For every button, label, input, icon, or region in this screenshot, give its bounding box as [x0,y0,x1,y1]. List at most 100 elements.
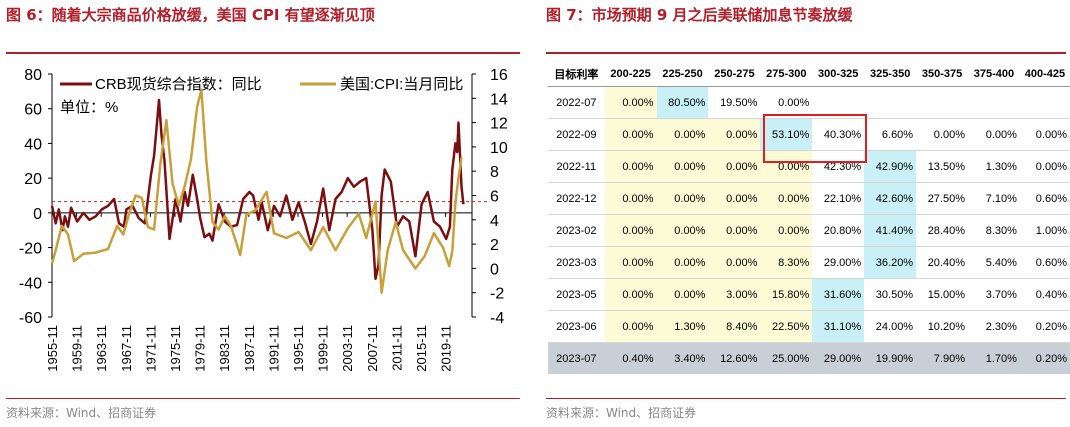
prob-cell: 0.00% [604,118,657,151]
prob-cell [864,86,917,119]
prob-cell: 29.00% [812,342,865,374]
x-tick-label: 1999-11 [316,325,331,372]
legend-cpi-label: 美国:CPI:当月同比 [340,76,463,93]
x-tick-label: 1979-11 [193,325,208,372]
prob-cell: 0.60% [1019,246,1070,279]
prob-cell: 36.20% [864,246,917,279]
prob-cell: 30.50% [864,278,917,311]
x-tick-label: 1955-11 [45,325,60,372]
fig7-top-rule [546,52,1066,54]
prob-cell: 28.40% [916,214,968,247]
prob-cell: 0.00% [604,182,657,215]
fig7-source: 资料来源：Wind、招商证券 [546,406,697,420]
prob-cell: 0.00% [656,246,709,279]
prob-cell: 1.00% [1019,214,1070,247]
fig6-source: 资料来源：Wind、招商证券 [6,406,157,420]
left-tick-label: 80 [24,67,42,84]
column-header: 275-300 [760,62,813,87]
x-tick-label: 2007-11 [365,325,380,372]
prob-cell: 7.10% [968,182,1020,215]
column-header: 350-375 [916,62,968,87]
right-tick-label: 2 [490,237,499,254]
prob-cell [1019,86,1070,119]
prob-cell: 2.30% [968,310,1020,343]
x-tick-label: 1995-11 [291,325,306,372]
prob-cell: 1.70% [968,342,1020,374]
row-label: 2022-09 [548,118,605,151]
row-label: 2022-07 [548,86,605,119]
row-label: 2022-12 [548,182,605,215]
x-tick-label: 1967-11 [119,325,134,372]
prob-cell: 8.40% [708,310,761,343]
prob-cell: 40.30% [812,118,865,151]
prob-cell: 0.00% [604,86,657,119]
prob-cell: 31.60% [812,278,865,311]
column-header: 250-275 [708,62,761,87]
fed-rate-probability-table: 目标利率 200-225 225-250 250-275 275-300 300-325 3… [548,62,1070,374]
prob-cell: 0.00% [916,118,968,151]
right-tick-label: 0 [490,261,499,278]
crb-yoy-line [50,98,465,281]
fig6-bottom-rule [6,398,520,399]
x-tick-label: 2003-11 [340,325,355,372]
prob-cell: 24.00% [864,310,917,343]
column-header: 400-425 [1019,62,1070,87]
prob-cell: 29.00% [812,246,865,279]
prob-cell: 13.50% [916,150,968,183]
prob-cell: 42.60% [864,182,917,215]
prob-cell: 0.20% [1019,310,1070,343]
prob-cell: 0.00% [708,118,761,151]
fig6-title: 图 6：随着大宗商品价格放缓，美国 CPI 有望逐渐见顶 [6,6,375,24]
highlight-box-2022-09 [763,114,867,163]
row-label: 2023-05 [548,278,605,311]
row-label: 2022-11 [548,150,605,183]
right-tick-label: 8 [490,164,499,181]
prob-cell: 3.70% [968,278,1020,311]
prob-cell: 0.20% [1019,342,1070,374]
table-row: 2023-02 0.00% 0.00% 0.00% 0.00% 20.80% 41.40% 2… [548,214,1070,247]
prob-cell: 27.50% [916,182,968,215]
table-row: 2022-12 0.00% 0.00% 0.00% 0.00% 22.10% 42.60% 2… [548,182,1070,215]
right-tick-label: -2 [490,286,504,303]
row-label: 2023-06 [548,310,605,343]
prob-cell: 0.00% [656,118,709,151]
prob-cell: 3.40% [656,342,709,374]
prob-cell: 0.00% [656,214,709,247]
prob-cell: 19.50% [708,86,761,119]
prob-cell: 0.00% [604,246,657,279]
table-row: 2023-05 0.00% 0.00% 3.00% 15.80% 31.60% 30.50%… [548,278,1070,311]
prob-cell: 0.00% [708,246,761,279]
prob-cell: 15.80% [760,278,813,311]
prob-cell: 0.00% [708,182,761,215]
fig6-line-chart: 806040200-20-40-601614121086420-2-41955-… [19,67,508,372]
fig6-top-rule [6,52,520,54]
x-tick-label: 2015-11 [414,325,429,372]
prob-cell: 0.00% [760,182,813,215]
x-tick-label: 1987-11 [242,325,257,372]
x-tick-label: 1971-11 [143,325,158,372]
table-row: 2023-03 0.00% 0.00% 0.00% 8.30% 29.00% 36.20% 2… [548,246,1070,279]
x-tick-label: 2019-11 [439,325,454,372]
prob-cell [812,86,865,119]
prob-cell: 0.00% [656,182,709,215]
column-header: 325-350 [864,62,917,87]
left-tick-label: -40 [19,275,42,292]
prob-cell: 0.00% [760,150,813,183]
prob-cell: 19.90% [864,342,917,374]
column-header: 225-250 [656,62,709,87]
prob-cell: 0.00% [968,118,1020,151]
right-tick-label: 6 [490,189,499,206]
row-label: 2023-07 [548,342,605,374]
prob-cell: 0.00% [604,214,657,247]
prob-cell: 20.80% [812,214,865,247]
prob-cell: 42.30% [812,150,865,183]
x-tick-label: 1975-11 [168,325,183,372]
prob-cell: 22.50% [760,310,813,343]
table-header-row: 目标利率 200-225 225-250 250-275 275-300 300-325 3… [548,62,1070,87]
prob-cell: 0.00% [1019,118,1070,151]
prob-cell: 0.40% [604,342,657,374]
prob-cell: 41.40% [864,214,917,247]
prob-cell: 0.00% [604,150,657,183]
prob-cell: 31.10% [812,310,865,343]
prob-cell: 15.00% [916,278,968,311]
